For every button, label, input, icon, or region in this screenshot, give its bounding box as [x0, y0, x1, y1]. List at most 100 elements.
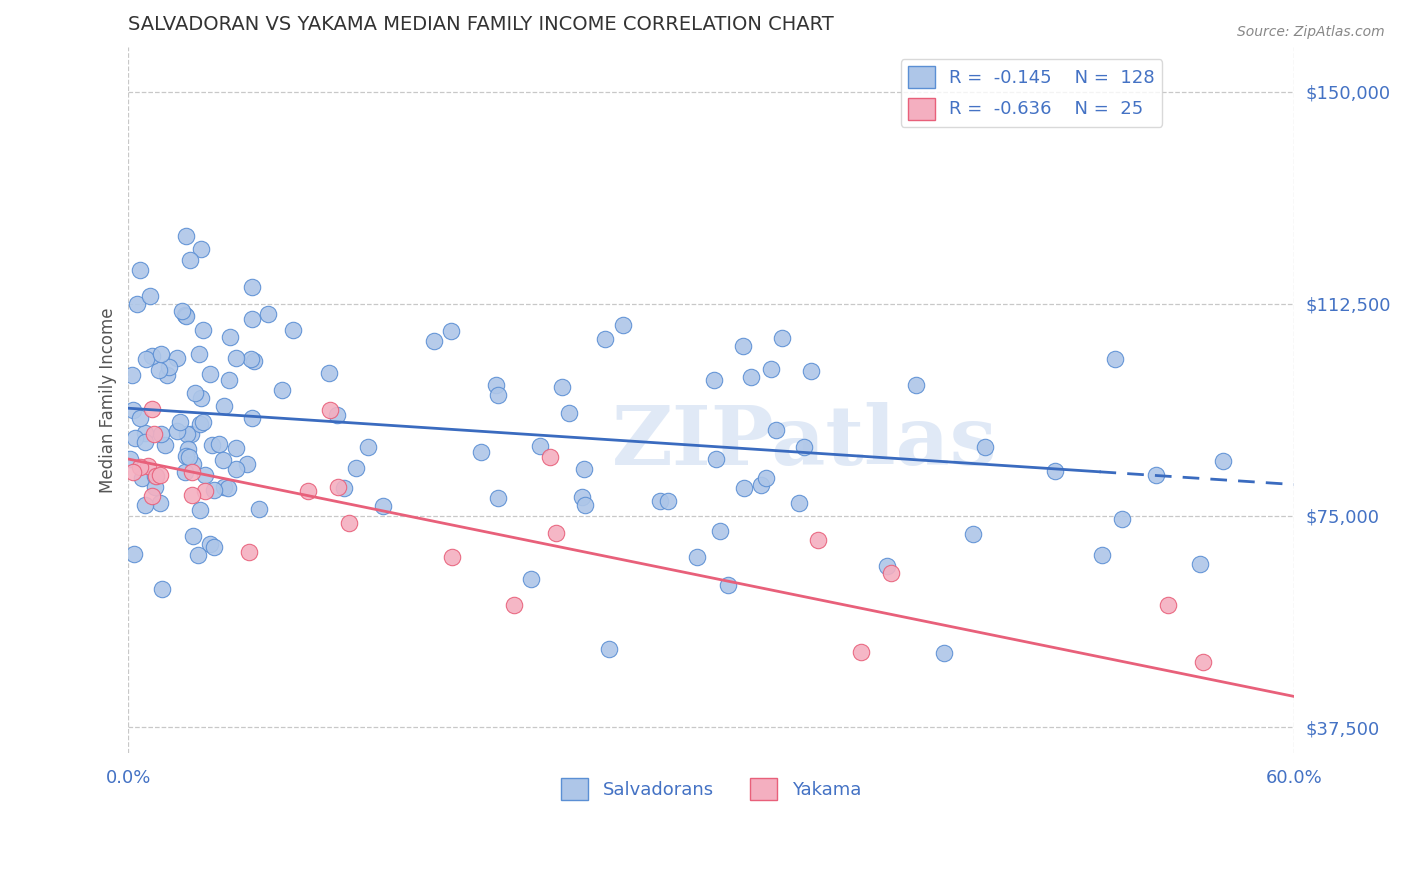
Point [703, 373, 725, 387]
Point [150, 582, 173, 596]
Point [686, 550, 709, 565]
Point [256, 307, 278, 321]
Point [318, 403, 340, 417]
Point [166, 351, 188, 366]
Point [190, 391, 212, 405]
Point [800, 364, 823, 378]
Point [787, 496, 810, 510]
Point [142, 426, 165, 441]
Point [122, 465, 145, 479]
Point [173, 309, 195, 323]
Point [156, 368, 179, 382]
Point [281, 323, 304, 337]
Point [765, 423, 787, 437]
Point [176, 426, 198, 441]
Legend: Salvadorans, Yakama: Salvadorans, Yakama [554, 771, 868, 807]
Point [174, 465, 197, 479]
Point [550, 380, 572, 394]
Point [191, 415, 214, 429]
Text: SALVADORAN VS YAKAMA MEDIAN FAMILY INCOME CORRELATION CHART: SALVADORAN VS YAKAMA MEDIAN FAMILY INCOM… [128, 15, 834, 34]
Point [174, 229, 197, 244]
Point [188, 502, 211, 516]
Point [129, 460, 152, 475]
Point [344, 461, 367, 475]
Point [962, 527, 984, 541]
Point [770, 331, 793, 345]
Point [190, 243, 212, 257]
Point [657, 494, 679, 508]
Text: Source: ZipAtlas.com: Source: ZipAtlas.com [1237, 25, 1385, 39]
Point [198, 367, 221, 381]
Point [704, 451, 727, 466]
Point [240, 351, 263, 366]
Point [225, 462, 247, 476]
Point [337, 516, 360, 530]
Point [218, 329, 240, 343]
Point [731, 339, 754, 353]
Point [174, 449, 197, 463]
Point [470, 444, 492, 458]
Point [145, 469, 167, 483]
Point [217, 481, 239, 495]
Point [1157, 598, 1180, 612]
Point [155, 438, 177, 452]
Point [793, 440, 815, 454]
Point [612, 318, 634, 333]
Point [648, 494, 671, 508]
Point [143, 469, 166, 483]
Point [191, 323, 214, 337]
Point [136, 459, 159, 474]
Point [225, 442, 247, 456]
Point [1212, 454, 1234, 468]
Point [194, 484, 217, 499]
Point [440, 550, 463, 565]
Point [236, 457, 259, 471]
Point [1192, 655, 1215, 669]
Point [598, 641, 620, 656]
Point [486, 491, 509, 505]
Point [905, 378, 928, 392]
Point [194, 467, 217, 482]
Point [121, 368, 143, 382]
Point [212, 480, 235, 494]
Point [141, 402, 163, 417]
Point [131, 471, 153, 485]
Point [135, 352, 157, 367]
Point [211, 453, 233, 467]
Point [1111, 512, 1133, 526]
Point [574, 462, 596, 476]
Point [202, 540, 225, 554]
Point [486, 388, 509, 402]
Point [247, 502, 270, 516]
Point [558, 406, 581, 420]
Point [238, 545, 260, 559]
Point [180, 427, 202, 442]
Point [357, 440, 380, 454]
Point [271, 384, 294, 398]
Point [141, 489, 163, 503]
Point [1188, 557, 1211, 571]
Point [333, 481, 356, 495]
Point [749, 478, 772, 492]
Point [243, 354, 266, 368]
Point [240, 312, 263, 326]
Point [574, 498, 596, 512]
Point [538, 450, 561, 465]
Point [371, 499, 394, 513]
Point [1043, 464, 1066, 478]
Point [1144, 468, 1167, 483]
Text: ZIPatlas: ZIPatlas [612, 402, 997, 483]
Point [172, 304, 194, 318]
Point [225, 351, 247, 366]
Point [181, 465, 204, 479]
Point [326, 408, 349, 422]
Point [122, 548, 145, 562]
Point [240, 410, 263, 425]
Point [134, 499, 156, 513]
Point [318, 366, 340, 380]
Point [134, 426, 156, 441]
Y-axis label: Median Family Income: Median Family Income [100, 307, 117, 492]
Point [717, 578, 740, 592]
Point [876, 559, 898, 574]
Point [183, 385, 205, 400]
